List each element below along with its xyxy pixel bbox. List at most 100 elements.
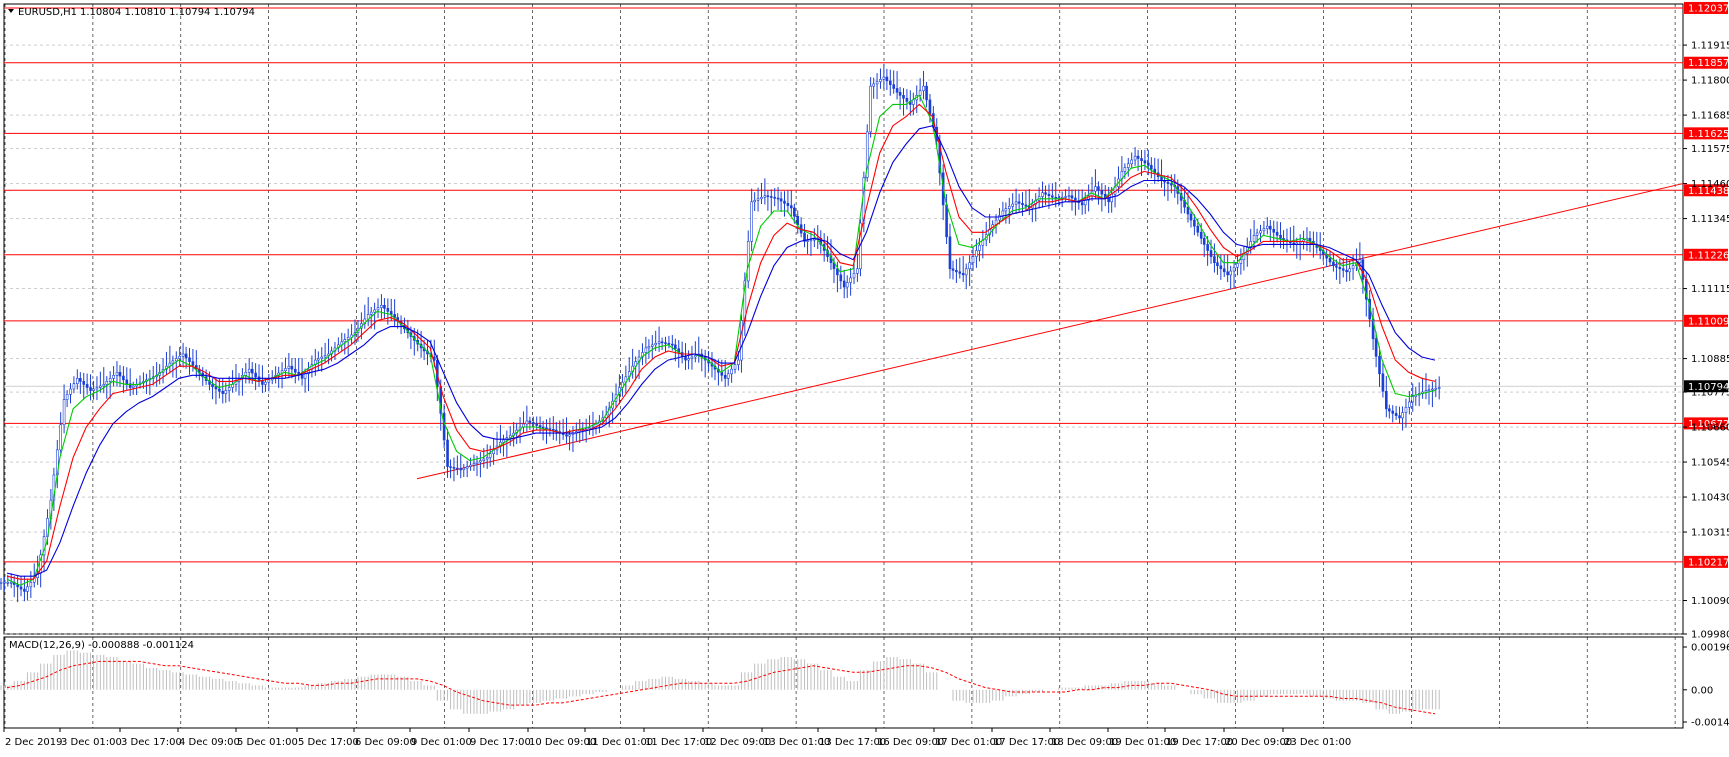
- candle: [184, 346, 198, 378]
- y-tick-label: 1.11575: [1691, 144, 1729, 155]
- trendline[interactable]: [416, 183, 1684, 480]
- x-tick-label: 17 Dec 17:00: [993, 737, 1060, 748]
- candle: [779, 190, 793, 217]
- macd-plot-frame: [3, 636, 1684, 729]
- macd-y-tick-label: 0.00: [1691, 685, 1713, 696]
- candle: [1335, 257, 1348, 285]
- candle: [105, 361, 119, 399]
- candle: [211, 378, 225, 405]
- candle: [250, 362, 264, 393]
- x-tick-label: 20 Dec 09:00: [1225, 737, 1292, 748]
- price-level-tag: [1684, 248, 1728, 261]
- candle: [369, 294, 383, 330]
- x-tick-label: 11 Dec 01:00: [586, 737, 653, 748]
- candle: [740, 188, 753, 373]
- y-tick-label: 1.10660: [1691, 423, 1729, 434]
- x-tick-label: 19 Dec 01:00: [1109, 737, 1176, 748]
- y-tick-label: 1.10885: [1691, 354, 1729, 365]
- x-tick-label: 11 Dec 17:00: [645, 737, 712, 748]
- current-price-tag: [1684, 380, 1728, 393]
- macd-signal-line: [6, 660, 1436, 715]
- y-tick-label: 1.11685: [1691, 111, 1729, 122]
- candle: [488, 424, 502, 467]
- y-tick-label: 1.11115: [1691, 284, 1729, 295]
- price-level-tag-label: 1.10672: [1688, 419, 1729, 430]
- price-level-tag: [1684, 417, 1728, 430]
- price-level-tag: [1684, 127, 1728, 140]
- x-tick-label: 10 Dec 09:00: [529, 737, 596, 748]
- y-tick-label: 1.11915: [1691, 41, 1729, 52]
- candle: [383, 298, 396, 327]
- candle: [1004, 188, 1018, 224]
- price-level-tag-label: 1.11857: [1688, 58, 1729, 69]
- symbol-label: EURUSD,H1: [18, 7, 77, 18]
- candle: [753, 178, 767, 212]
- price-level-tag: [1684, 56, 1728, 69]
- y-tick-label: 1.11345: [1691, 214, 1729, 225]
- candle: [462, 454, 476, 478]
- candle: [1070, 189, 1084, 216]
- x-tick-label: 9 Dec 17:00: [470, 737, 531, 748]
- candle: [1374, 331, 1388, 418]
- price-level-tag: [1684, 1, 1728, 14]
- symbol-dropdown-triangle-icon[interactable]: [8, 9, 14, 13]
- y-tick-label: 1.10545: [1691, 458, 1729, 469]
- price-level-tag-label: 1.11009: [1688, 316, 1729, 327]
- x-tick-label: 6 Dec 09:00: [355, 737, 416, 748]
- candle: [1229, 248, 1243, 290]
- candle: [1427, 376, 1441, 408]
- candle: [964, 239, 978, 290]
- x-tick-label: 13 Dec 17:00: [819, 737, 886, 748]
- candle: [621, 348, 634, 397]
- candle: [1401, 383, 1415, 431]
- macd-y-tick-label: 0.001961: [1691, 643, 1729, 654]
- price-level-tag: [1684, 555, 1728, 568]
- candle: [65, 369, 79, 408]
- x-tick-label: 2 Dec 2019: [5, 737, 63, 748]
- candle: [806, 225, 820, 256]
- ohlc-label: 1.10804 1.10810 1.10794 1.10794: [80, 7, 255, 18]
- price-level-tag-label: 1.12037: [1688, 3, 1729, 14]
- price-level-tag-label: 1.11226: [1688, 250, 1729, 261]
- x-tick-label: 5 Dec 17:00: [298, 737, 359, 748]
- candle: [1044, 181, 1058, 209]
- candle: [343, 319, 357, 355]
- x-tick-label: 9 Dec 01:00: [411, 737, 472, 748]
- price-level-tag-label: 1.11625: [1688, 129, 1729, 140]
- candle: [872, 63, 886, 100]
- current-price-tag-label: 1.10794: [1688, 382, 1729, 393]
- x-tick-label: 13 Dec 01:00: [763, 737, 830, 748]
- x-tick-label: 23 Dec 01:00: [1284, 737, 1351, 748]
- y-tick-label: 1.11800: [1691, 76, 1729, 87]
- candle: [951, 256, 965, 283]
- x-tick-label: 3 Dec 17:00: [121, 737, 182, 748]
- candle: [449, 453, 463, 482]
- candle: [92, 367, 106, 401]
- candle: [1202, 232, 1216, 273]
- y-tick-label: 1.10315: [1691, 528, 1729, 539]
- candle: [52, 384, 66, 511]
- x-tick-label: 16 Dec 09:00: [877, 737, 944, 748]
- price-level-tag: [1684, 184, 1728, 197]
- price-level-tag: [1684, 314, 1728, 327]
- candle: [647, 326, 661, 360]
- candle: [859, 77, 872, 277]
- y-tick-label: 1.10775: [1691, 388, 1729, 399]
- moving-average-ma-fast: [6, 94, 1436, 586]
- y-tick-label: 1.10090: [1691, 596, 1729, 607]
- x-tick-label: 17 Dec 01:00: [935, 737, 1002, 748]
- x-tick-label: 18 Dec 09:00: [1051, 737, 1118, 748]
- candle: [515, 405, 529, 444]
- y-tick-label: 1.11460: [1691, 179, 1729, 190]
- candle: [1388, 404, 1401, 424]
- main-plot-frame: [3, 3, 1684, 635]
- y-tick-label: 1.09980: [1691, 630, 1729, 641]
- candle: [766, 186, 780, 215]
- candle: [898, 87, 912, 116]
- candle: [118, 365, 132, 397]
- candle: [845, 253, 859, 298]
- candle: [79, 372, 92, 401]
- x-tick-label: 5 Dec 01:00: [237, 737, 298, 748]
